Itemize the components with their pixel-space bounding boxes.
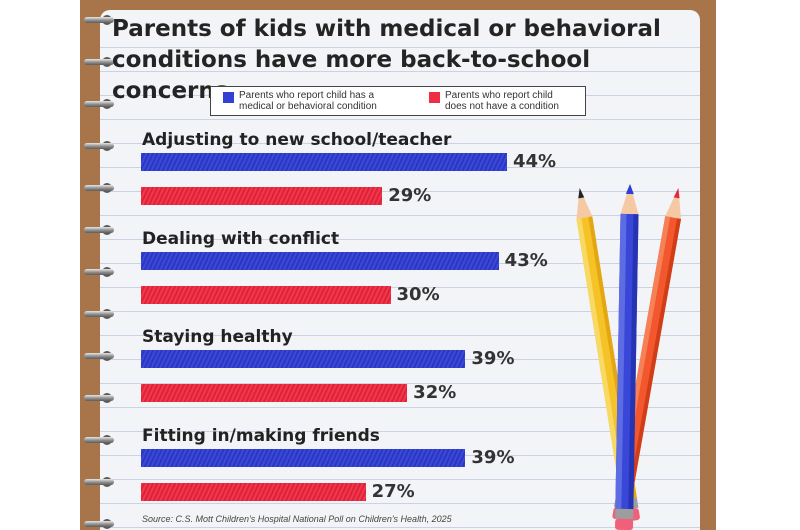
- bar-without-condition: [141, 483, 366, 501]
- spiral-ring-icon: [84, 350, 124, 362]
- bar-without-condition: [141, 187, 383, 205]
- pencils-illustration: [576, 184, 682, 530]
- bar-without-condition: [141, 384, 408, 402]
- bar-without-condition: [141, 286, 391, 304]
- value-label-without-condition: 32%: [413, 382, 457, 403]
- legend-swatch-blue: [223, 92, 234, 103]
- legend-label-without-condition: Parents who report child does not have a…: [445, 90, 559, 112]
- spiral-ring-icon: [84, 476, 124, 488]
- category-label: Adjusting to new school/teacher: [142, 130, 452, 150]
- spiral-ring-icon: [84, 308, 124, 320]
- spiral-ring-icon: [84, 266, 124, 278]
- category-label: Staying healthy: [142, 327, 293, 347]
- bar-with-condition: [141, 350, 466, 368]
- spiral-ring-icon: [84, 98, 124, 110]
- legend-item-without-condition: Parents who report child does not have a…: [429, 90, 559, 112]
- chart-legend: Parents who report child has a medical o…: [210, 86, 586, 116]
- spiral-ring-icon: [84, 14, 124, 26]
- legend-swatch-red: [429, 92, 440, 103]
- value-label-with-condition: 43%: [504, 250, 548, 271]
- bar-with-condition: [141, 252, 499, 270]
- value-label-without-condition: 29%: [388, 185, 432, 206]
- title-line-2: conditions have more back-to-school conc…: [112, 47, 591, 104]
- value-label-with-condition: 39%: [471, 348, 515, 369]
- bar-with-condition: [141, 449, 466, 467]
- title-line-1: Parents of kids with medical or behavior…: [112, 16, 661, 42]
- category-label: Dealing with conflict: [142, 229, 340, 249]
- spiral-ring-icon: [84, 140, 124, 152]
- value-label-with-condition: 44%: [513, 151, 557, 172]
- category-label: Fitting in/making friends: [142, 426, 380, 446]
- legend-label-with-condition: Parents who report child has a medical o…: [239, 90, 377, 112]
- chart-title: Parents of kids with medical or behavior…: [112, 14, 702, 107]
- spiral-ring-icon: [84, 56, 124, 68]
- legend-item-with-condition: Parents who report child has a medical o…: [223, 90, 377, 112]
- spiral-ring-icon: [84, 392, 124, 404]
- source-note: Source: C.S. Mott Children's Hospital Na…: [142, 514, 452, 524]
- bar-with-condition: [141, 153, 507, 171]
- value-label-with-condition: 39%: [471, 447, 515, 468]
- spiral-ring-icon: [84, 224, 124, 236]
- spiral-ring-icon: [84, 434, 124, 446]
- blue-pencil-icon: [615, 184, 639, 530]
- spiral-ring-icon: [84, 182, 124, 194]
- value-label-without-condition: 30%: [396, 284, 440, 305]
- spiral-ring-icon: [84, 518, 124, 530]
- value-label-without-condition: 27%: [371, 481, 415, 502]
